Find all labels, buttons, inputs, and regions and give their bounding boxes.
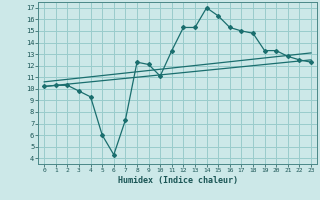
X-axis label: Humidex (Indice chaleur): Humidex (Indice chaleur) [118,176,238,185]
